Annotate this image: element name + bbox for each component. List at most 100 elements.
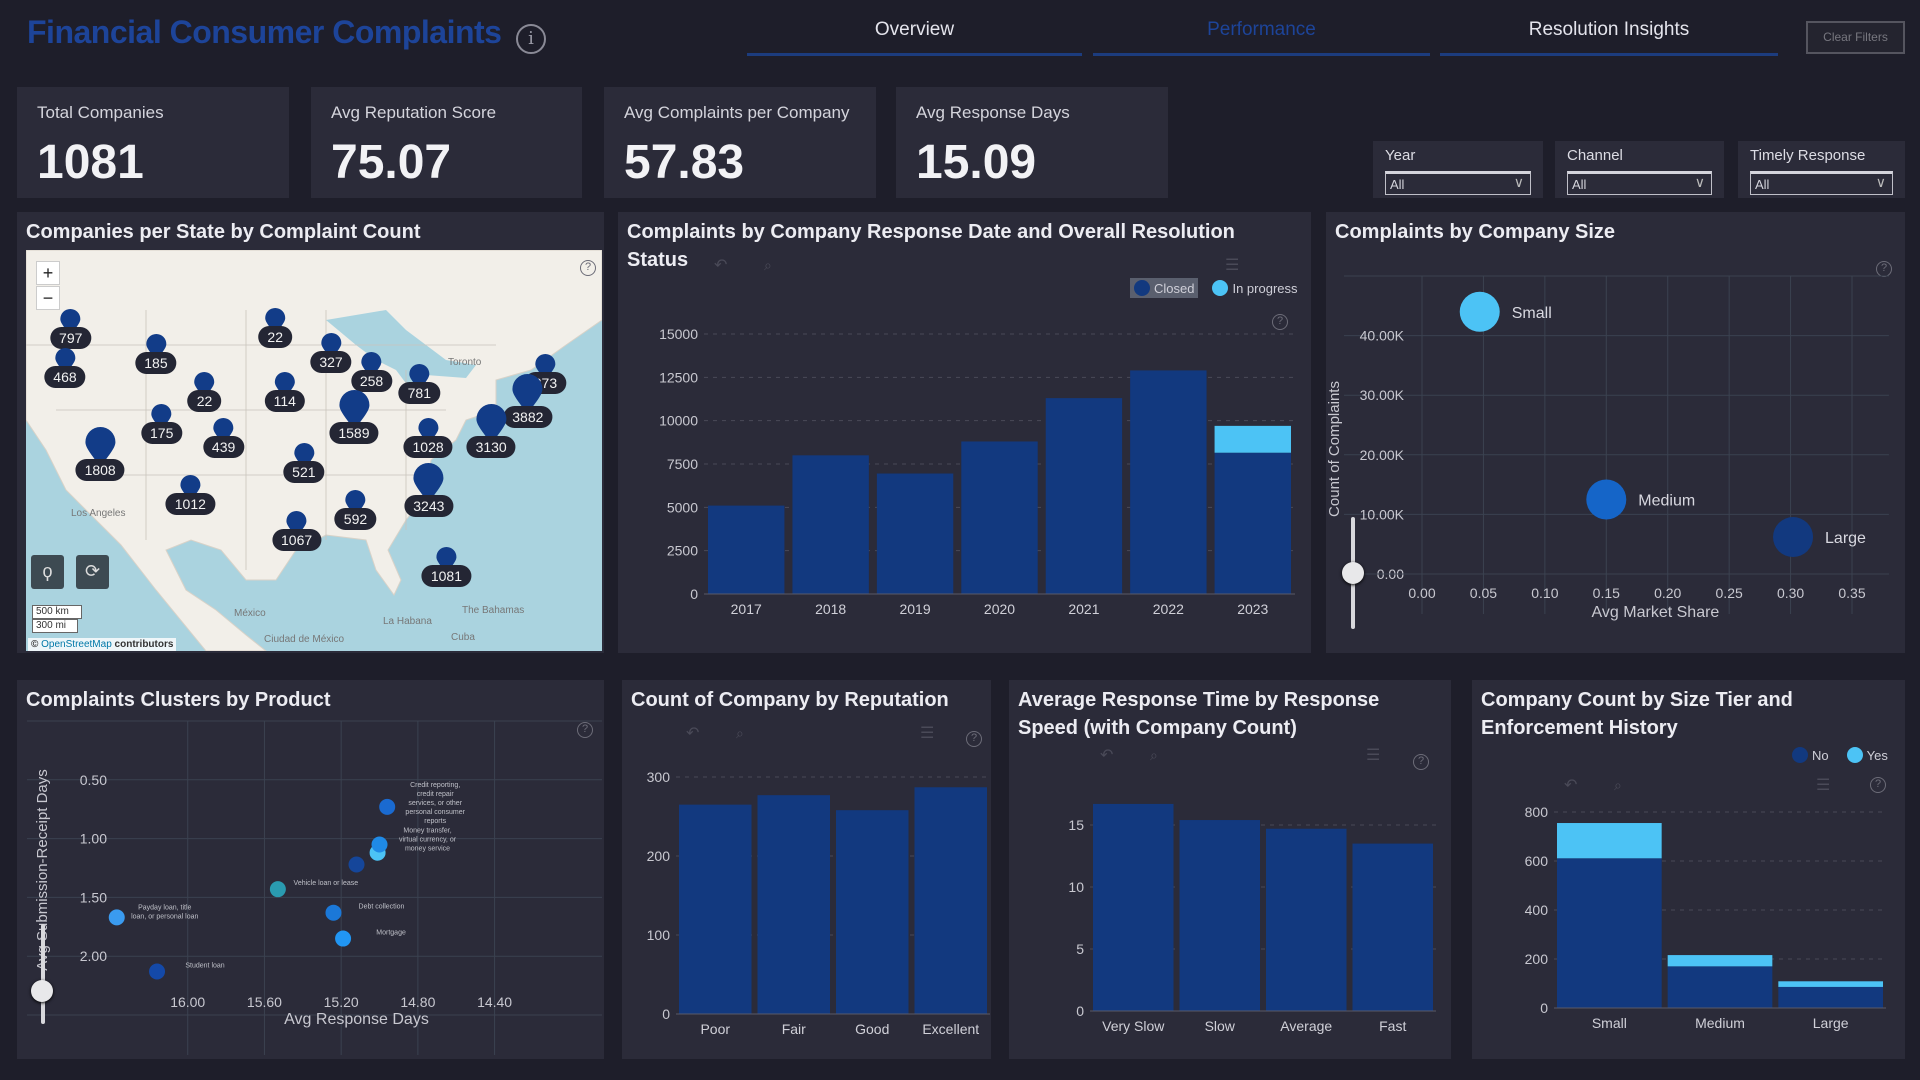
data-point[interactable] — [108, 909, 125, 926]
data-point[interactable] — [335, 930, 352, 947]
map-marker[interactable]: 114 — [264, 372, 305, 413]
map-marker[interactable]: 1028 — [403, 417, 453, 458]
openstreetmap-link[interactable]: OpenStreetMap — [41, 639, 112, 650]
map-marker[interactable]: 468 — [44, 347, 86, 388]
map-marker[interactable]: 521 — [283, 442, 325, 483]
bar-very-slow[interactable] — [1093, 803, 1174, 1011]
data-point[interactable] — [1586, 479, 1627, 520]
chevron-down-icon: ∨ — [1513, 174, 1524, 190]
x-tick-label: 15.60 — [247, 994, 282, 1010]
place-label: The Bahamas — [462, 605, 525, 616]
bar-small-no[interactable] — [1557, 858, 1662, 1008]
bar-large-yes[interactable] — [1778, 981, 1883, 987]
map-marker[interactable]: 3882 — [503, 374, 553, 429]
bar-2019-closed[interactable] — [876, 473, 954, 594]
bar-large-no[interactable] — [1778, 986, 1883, 1008]
tab-overview[interactable]: Overview — [747, 16, 1082, 56]
marker-count-label: 468 — [44, 365, 86, 388]
map-marker[interactable]: 3243 — [404, 462, 454, 517]
bar-average[interactable] — [1266, 828, 1347, 1011]
data-point[interactable] — [371, 836, 388, 853]
bar-good[interactable] — [836, 810, 909, 1014]
data-point[interactable] — [1459, 291, 1500, 332]
zoom-slider-handle[interactable] — [1342, 562, 1364, 584]
tab-resolution-insights[interactable]: Resolution Insights — [1440, 16, 1778, 56]
lasso-select-button[interactable]: ϙ — [31, 555, 64, 589]
info-icon[interactable]: i — [516, 24, 546, 54]
zoom-slider[interactable] — [41, 924, 45, 1024]
help-icon[interactable]: ? — [966, 731, 982, 747]
timely-response-dropdown[interactable]: All ∨ — [1750, 171, 1893, 195]
marker-count-label: 592 — [334, 507, 377, 530]
help-icon[interactable]: ? — [577, 722, 593, 738]
bar-fair[interactable] — [757, 795, 831, 1014]
clear-filters-button[interactable]: Clear Filters — [1806, 21, 1905, 54]
map-marker[interactable]: 22 — [258, 307, 292, 348]
bar-medium-yes[interactable] — [1667, 955, 1773, 967]
page-title: Financial Consumer Complaints — [27, 14, 502, 50]
bar-2018-closed[interactable] — [792, 455, 869, 594]
channel-dropdown[interactable]: All ∨ — [1567, 171, 1712, 195]
map-marker[interactable]: 175 — [140, 403, 183, 444]
map-marker[interactable]: 1012 — [165, 474, 215, 515]
help-icon[interactable]: ? — [580, 260, 596, 276]
map-marker[interactable]: 327 — [310, 333, 352, 374]
map-pin-icon — [338, 389, 369, 431]
bar-excellent[interactable] — [914, 787, 988, 1014]
bar-slow[interactable] — [1179, 820, 1261, 1011]
y-tick-label: 2500 — [667, 543, 698, 559]
zoom-in-button[interactable]: + — [36, 261, 60, 285]
bar-2017-closed[interactable] — [708, 505, 785, 594]
map-marker[interactable]: 1808 — [75, 427, 125, 482]
year-dropdown[interactable]: All ∨ — [1385, 171, 1531, 195]
bar-2021-closed[interactable] — [1045, 398, 1123, 594]
y-axis-title: Count of Complaints — [1326, 381, 1343, 517]
back-arrow-icon: ↶ — [714, 257, 727, 274]
bar-2022-closed[interactable] — [1130, 370, 1207, 594]
bar-medium-no[interactable] — [1667, 966, 1773, 1008]
marker-count-label: 1808 — [75, 459, 125, 482]
map-marker[interactable]: 185 — [135, 334, 177, 375]
map-marker[interactable]: 1589 — [329, 389, 379, 444]
map-marker[interactable]: 781 — [398, 364, 440, 405]
reset-view-button[interactable]: ⟳ — [76, 555, 109, 589]
y-tick-label: 0 — [662, 1006, 670, 1022]
zoom-slider-handle[interactable] — [31, 980, 53, 1002]
legend-item-closed[interactable]: Closed — [1130, 278, 1199, 298]
bar-2023-closed[interactable] — [1214, 452, 1291, 594]
map-marker[interactable]: 3130 — [466, 404, 516, 459]
map-marker[interactable]: 1067 — [272, 511, 322, 552]
map-marker[interactable]: 22 — [187, 372, 222, 413]
legend-item-in-progress[interactable]: In progress — [1208, 278, 1301, 298]
bar-poor[interactable] — [679, 804, 752, 1014]
bar-small-yes[interactable] — [1557, 823, 1662, 859]
x-tick-label: 2017 — [731, 601, 762, 617]
help-icon[interactable]: ? — [1413, 754, 1429, 770]
data-point[interactable] — [348, 856, 365, 873]
map-marker[interactable]: 592 — [334, 489, 377, 530]
map-marker[interactable]: 258 — [350, 352, 393, 393]
state-map[interactable]: Toronto Los Angeles México La Habana Cub… — [26, 250, 602, 651]
data-point[interactable] — [269, 881, 286, 898]
zoom-out-button[interactable]: − — [36, 286, 60, 310]
data-point[interactable] — [379, 798, 396, 815]
kpi-value: 75.07 — [331, 136, 452, 189]
y-tick-label: 40.00K — [1360, 328, 1405, 344]
data-point[interactable] — [149, 963, 166, 980]
map-marker[interactable]: 797 — [50, 309, 92, 350]
data-point[interactable] — [325, 904, 342, 921]
map-marker[interactable]: 1081 — [421, 546, 472, 587]
bar-fast[interactable] — [1352, 843, 1434, 1011]
data-point[interactable] — [1773, 517, 1814, 558]
help-icon[interactable]: ? — [1870, 777, 1886, 793]
map-pin-icon — [320, 333, 341, 361]
bar-2020-closed[interactable] — [961, 441, 1038, 594]
map-marker[interactable]: 439 — [202, 417, 245, 458]
legend-item-no[interactable]: No — [1788, 745, 1833, 765]
tab-performance[interactable]: Performance — [1093, 16, 1430, 56]
map-pin-icon — [180, 474, 201, 502]
help-icon[interactable]: ? — [1272, 314, 1288, 330]
bar-2023-in-progress[interactable] — [1214, 425, 1291, 453]
legend-item-yes[interactable]: Yes — [1843, 745, 1892, 765]
map-pin-icon — [535, 354, 556, 382]
